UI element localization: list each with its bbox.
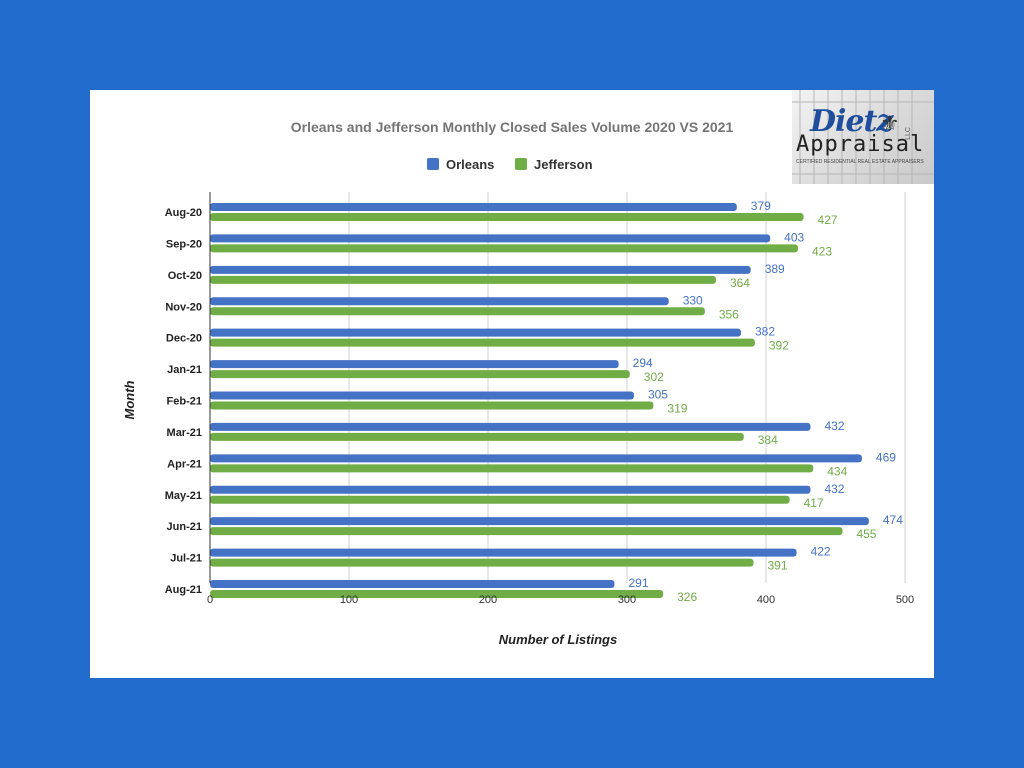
category-label: Jun-21 — [167, 521, 202, 533]
data-label-orleans: 294 — [633, 356, 653, 370]
bar-orleans — [210, 328, 741, 337]
bars — [210, 203, 869, 598]
chart-title: Orleans and Jefferson Monthly Closed Sal… — [291, 119, 734, 135]
data-label-jefferson: 434 — [827, 464, 847, 478]
logo-word-text: Appraisal — [796, 132, 925, 157]
category-label: Feb-21 — [167, 396, 202, 408]
bar-jefferson — [210, 558, 754, 567]
category-label: May-21 — [165, 490, 202, 502]
data-label-jefferson: 455 — [856, 527, 876, 541]
bar-orleans — [210, 391, 634, 400]
data-label-jefferson: 356 — [719, 307, 739, 321]
logo-script-text: Dietz — [810, 104, 893, 139]
data-label-jefferson: 423 — [812, 244, 832, 258]
data-label-jefferson: 417 — [804, 496, 824, 510]
bar-orleans — [210, 485, 811, 494]
data-label-jefferson: 319 — [667, 402, 687, 416]
data-label-jefferson: 391 — [767, 559, 787, 573]
bar-orleans — [210, 422, 811, 431]
legend: Orleans Jefferson — [427, 157, 593, 172]
bar-jefferson — [210, 275, 716, 284]
bar-orleans — [210, 517, 869, 526]
data-label-jefferson: 326 — [677, 590, 697, 604]
bar-orleans — [210, 360, 619, 369]
data-label-jefferson: 364 — [730, 276, 750, 290]
bar-jefferson — [210, 590, 664, 598]
bar-orleans — [210, 234, 771, 243]
category-label: Mar-21 — [167, 427, 202, 439]
bar-jefferson — [210, 495, 790, 504]
legend-label-jefferson: Jefferson — [534, 157, 593, 172]
data-label-jefferson: 392 — [769, 339, 789, 353]
category-label: Aug-20 — [165, 207, 202, 219]
x-tick-label: 400 — [757, 594, 775, 606]
bar-orleans — [210, 580, 615, 588]
category-labels: Aug-20 Sep-20 Oct-20 Nov-20 Dec-20 Jan-21 Feb-… — [165, 207, 202, 596]
bar-chart: Orleans and Jefferson Monthly Closed Sal… — [122, 119, 914, 647]
data-label-orleans: 403 — [784, 230, 804, 244]
data-label-orleans: 291 — [628, 576, 648, 590]
bar-jefferson — [210, 370, 630, 379]
bar-orleans — [210, 454, 862, 463]
data-label-jefferson: 302 — [644, 370, 664, 384]
data-label-jefferson: 384 — [758, 433, 778, 447]
data-label-orleans: 474 — [883, 513, 903, 527]
category-label: Sep-20 — [166, 238, 202, 250]
legend-swatch-orleans — [427, 158, 439, 170]
x-tick-labels: 0 100 200 300 400 500 — [207, 594, 914, 606]
x-tick-label: 100 — [340, 594, 358, 606]
bar-jefferson — [210, 307, 705, 316]
data-label-jefferson: 427 — [818, 213, 838, 227]
building-columns-graphic — [792, 90, 934, 184]
data-label-orleans: 422 — [811, 545, 831, 559]
data-label-orleans: 305 — [648, 388, 668, 402]
data-label-orleans: 432 — [824, 419, 844, 433]
legend-swatch-jefferson — [515, 158, 527, 170]
bar-jefferson — [210, 527, 843, 536]
y-axis-label: Month — [122, 380, 137, 419]
bar-jefferson — [210, 244, 798, 253]
x-tick-label: 200 — [479, 594, 497, 606]
dietz-appraisal-logo: Dietz ⚜ LLC Appraisal CERTIFIED RESIDENT… — [792, 90, 934, 184]
x-tick-label: 500 — [896, 594, 914, 606]
chart-card: Orleans and Jefferson Monthly Closed Sal… — [90, 90, 934, 678]
category-label: Oct-20 — [168, 270, 202, 282]
bar-jefferson — [210, 432, 744, 441]
bar-jefferson — [210, 464, 814, 473]
category-label: Jan-21 — [167, 364, 202, 376]
data-label-orleans: 432 — [824, 482, 844, 496]
data-label-orleans: 389 — [765, 262, 785, 276]
data-label-orleans: 469 — [876, 450, 896, 464]
bar-orleans — [210, 265, 751, 274]
data-label-orleans: 382 — [755, 325, 775, 339]
category-label: Dec-20 — [166, 333, 202, 345]
x-tick-label: 300 — [618, 594, 636, 606]
bar-jefferson — [210, 401, 654, 410]
data-label-orleans: 330 — [683, 293, 703, 307]
bar-orleans — [210, 548, 797, 557]
x-tick-label: 0 — [207, 594, 213, 606]
category-label: Apr-21 — [167, 458, 202, 470]
bar-jefferson — [210, 213, 804, 221]
category-label: Nov-20 — [165, 301, 202, 313]
logo-tagline: CERTIFIED RESIDENTIAL REAL ESTATE APPRAI… — [796, 159, 924, 165]
bar-orleans — [210, 203, 737, 211]
category-label: Aug-21 — [165, 584, 202, 596]
legend-label-orleans: Orleans — [446, 157, 494, 172]
category-label: Jul-21 — [170, 553, 202, 565]
bar-orleans — [210, 297, 669, 306]
bar-jefferson — [210, 338, 755, 347]
data-label-orleans: 379 — [751, 199, 771, 213]
fleur-de-lis-icon: ⚜ — [880, 112, 900, 137]
x-axis-label: Number of Listings — [499, 632, 617, 647]
data-labels: 3794274034233893643303563823922943023053… — [628, 199, 903, 604]
